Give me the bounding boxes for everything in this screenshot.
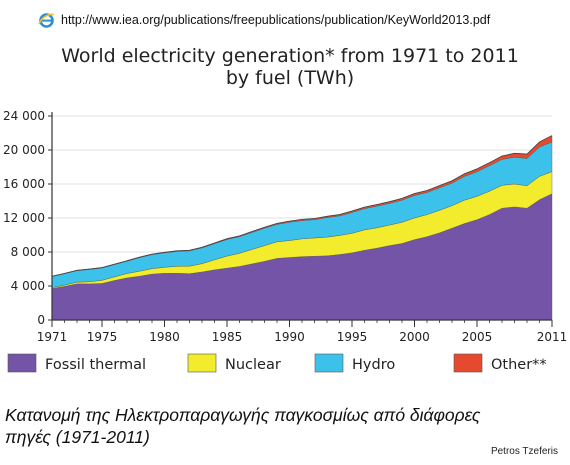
x-tick-label: 2005 <box>462 330 493 344</box>
x-tick-label: 1975 <box>87 330 118 344</box>
legend-label-other: Other** <box>491 357 547 373</box>
x-tick-label: 1995 <box>337 330 368 344</box>
x-tick-label: 1985 <box>212 330 243 344</box>
axes <box>48 112 553 327</box>
legend: Fossil thermal Nuclear Hydro Other** <box>7 353 547 373</box>
credit: Petros Tzeferis <box>490 446 558 457</box>
legend-swatch-nuclear <box>187 353 217 373</box>
x-tick-label: 1980 <box>149 330 180 344</box>
x-tick-label: 1971 <box>37 330 68 344</box>
x-tick-labels: 1971 1975 1980 1985 1990 1995 2000 2005 2011 <box>37 330 568 344</box>
y-tick-label: 12 000 <box>3 211 45 225</box>
y-tick-labels: 0 4 000 8 000 12 000 16 000 20 000 24 000 <box>3 109 45 327</box>
caption: Κατανομή της Ηλεκτροπαραγωγής παγκοσμίως… <box>5 405 481 447</box>
chart-title-line1: World electricity generation* from 1971 … <box>61 45 519 67</box>
y-tick-label: 16 000 <box>3 177 45 191</box>
area-series <box>51 135 553 321</box>
x-tick-label: 2011 <box>537 330 568 344</box>
x-tick-label: 1990 <box>274 330 305 344</box>
y-tick-label: 4 000 <box>11 279 45 293</box>
chart-title: World electricity generation* from 1971 … <box>40 45 540 89</box>
chart-title-line2: by fuel (TWh) <box>225 67 355 89</box>
url-bar: http://www.iea.org/publications/freepubl… <box>38 10 490 30</box>
legend-label-fossil-thermal: Fossil thermal <box>45 357 146 373</box>
ie-icon <box>38 12 55 28</box>
total-outline <box>51 135 553 277</box>
url-text[interactable]: http://www.iea.org/publications/freepubl… <box>61 13 491 27</box>
y-tick-label: 8 000 <box>11 245 45 259</box>
y-tick-label: 24 000 <box>3 109 45 123</box>
legend-swatch-fossil-thermal <box>7 353 37 373</box>
y-tick-label: 20 000 <box>3 143 45 157</box>
legend-swatch-hydro <box>314 353 344 373</box>
y-tick-label: 0 <box>37 313 45 327</box>
legend-label-hydro: Hydro <box>352 357 395 373</box>
electricity-chart: 0 4 000 8 000 12 000 16 000 20 000 24 000 1971… <box>3 109 568 373</box>
legend-swatch-other <box>453 353 483 373</box>
legend-label-nuclear: Nuclear <box>225 357 281 373</box>
x-tick-label: 2000 <box>399 330 430 344</box>
